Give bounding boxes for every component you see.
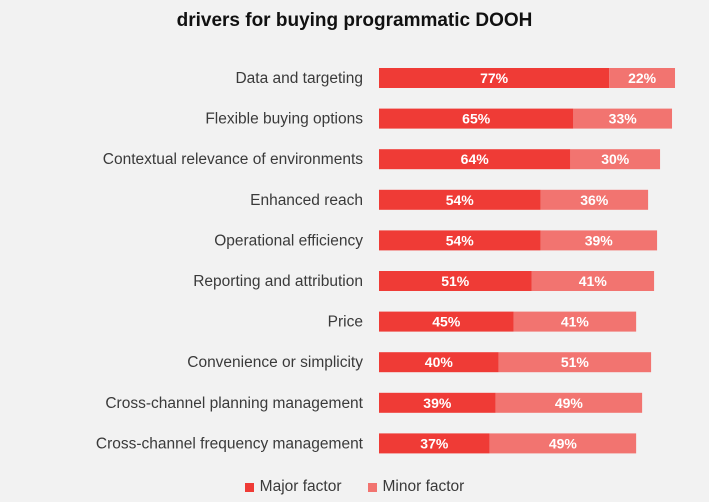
value-label-major: 77% <box>480 70 509 86</box>
category-label: Flexible buying options <box>205 111 363 128</box>
bar-major-factor <box>379 311 514 332</box>
bar-minor-factor <box>495 392 643 413</box>
category-label: Convenience or simplicity <box>187 354 363 371</box>
bar-minor-factor <box>609 68 676 88</box>
value-label-major: 54% <box>446 232 475 248</box>
bar-minor-factor <box>489 433 637 454</box>
category-label: Enhanced reach <box>250 192 363 209</box>
category-labels: Data and targeting Flexible buying option… <box>96 70 364 452</box>
legend-item-major: Major factor <box>244 478 342 496</box>
category-label: Cross-channel planning management <box>105 395 363 412</box>
value-label-major: 40% <box>425 354 454 370</box>
legend-item-minor: Minor factor <box>367 478 465 496</box>
value-label-minor: 41% <box>579 273 608 289</box>
category-label: Cross-channel frequency management <box>96 435 364 452</box>
bar-major-factor <box>379 392 496 413</box>
bar-major-factor <box>379 189 541 210</box>
bar-minor-factor <box>570 149 661 170</box>
category-label: Price <box>328 314 363 331</box>
bar-major-factor <box>379 271 532 291</box>
legend-label-minor: Minor factor <box>382 478 465 495</box>
bar-major-factor <box>379 352 499 373</box>
value-label-minor: 41% <box>561 314 590 330</box>
chart-title: drivers for buying programmatic DOOH <box>176 10 533 31</box>
legend: Major factor Minor factor <box>0 478 709 496</box>
bar-minor-factor <box>513 311 637 332</box>
bar-minor-factor <box>573 108 673 129</box>
bar-minor-factor <box>540 230 658 251</box>
legend-swatch-major <box>244 482 254 492</box>
category-label: Data and targeting <box>235 70 363 87</box>
value-label-major: 45% <box>432 314 461 330</box>
value-label-minor: 30% <box>601 151 630 167</box>
legend-label-major: Major factor <box>259 478 342 495</box>
value-label-minor: 49% <box>555 395 584 411</box>
bars: 77% 22% 65% 33% 64% 30% 54% 36% 54% 39% 51% 41% 45% 4… <box>379 68 676 454</box>
value-label-minor: 22% <box>628 70 657 86</box>
bar-minor-factor <box>540 189 649 210</box>
value-label-major: 37% <box>420 435 449 451</box>
category-label: Operational efficiency <box>214 232 363 249</box>
legend-swatch-minor <box>367 482 377 492</box>
value-label-minor: 33% <box>609 111 638 127</box>
bar-major-factor <box>379 149 571 170</box>
bar-major-factor <box>379 108 574 129</box>
value-label-minor: 36% <box>580 192 609 208</box>
value-label-major: 51% <box>441 273 470 289</box>
bar-minor-factor <box>498 352 652 373</box>
value-label-major: 64% <box>461 151 490 167</box>
value-label-major: 65% <box>462 111 491 127</box>
bar-major-factor <box>379 230 541 251</box>
category-label: Contextual relevance of environments <box>103 151 363 168</box>
value-label-major: 39% <box>423 395 452 411</box>
category-label: Reporting and attribution <box>193 273 363 290</box>
value-label-minor: 51% <box>561 354 590 370</box>
value-label-minor: 49% <box>549 435 578 451</box>
bar-major-factor <box>379 433 490 454</box>
value-label-major: 54% <box>446 192 475 208</box>
bar-minor-factor <box>531 271 655 291</box>
value-label-minor: 39% <box>585 232 614 248</box>
bar-chart: Data and targeting Flexible buying option… <box>96 68 676 454</box>
bar-major-factor <box>379 68 610 88</box>
